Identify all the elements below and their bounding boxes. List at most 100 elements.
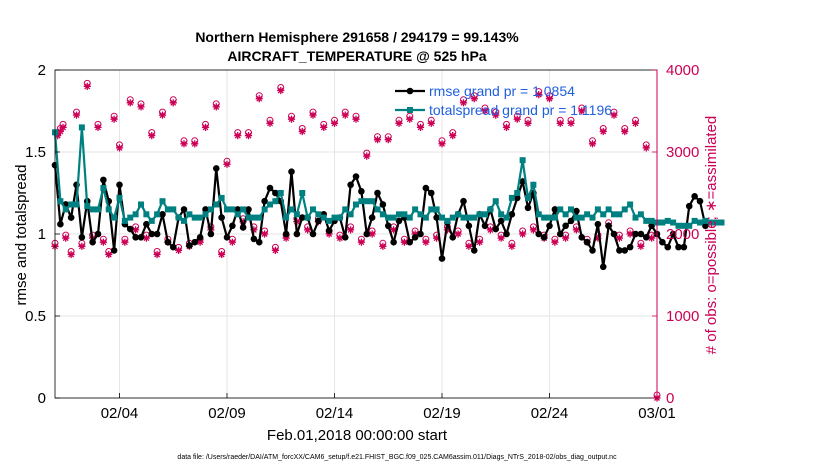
obs-assimilated-marker [588, 140, 597, 148]
obs-assimilated-marker [384, 136, 392, 144]
obs-assimilated-marker [67, 250, 75, 259]
obs-assimilated-marker [218, 250, 226, 259]
spread-point [315, 211, 322, 218]
x-axis-label: Feb.01,2018 00:00:00 start [267, 427, 448, 444]
rmse-point [675, 243, 682, 251]
rmse-point [229, 222, 236, 230]
rmse-point [626, 243, 634, 251]
rmse-point [562, 222, 569, 230]
obs-point [255, 92, 263, 103]
obs-assimilated-marker [599, 127, 607, 136]
rmse-point [610, 230, 618, 238]
rmse-point [288, 168, 295, 175]
spread-point [272, 198, 279, 205]
obs-assimilated-marker [449, 132, 457, 140]
obs-assimilated-marker [470, 95, 478, 103]
obs-assimilated-marker [578, 107, 586, 115]
obs-point [621, 125, 629, 136]
obs-assimilated-marker [529, 226, 537, 234]
obs-point [481, 104, 489, 115]
spread-point [100, 185, 107, 192]
spread-point [111, 214, 118, 221]
spread-point [138, 201, 144, 208]
obs-assimilated-marker [234, 132, 242, 140]
spread-point [648, 217, 655, 224]
spread-point [175, 214, 182, 221]
obs-point [357, 235, 365, 246]
rmse-point [293, 230, 301, 238]
spread-point [503, 214, 510, 221]
spread-point [707, 219, 714, 226]
rmse-point [395, 217, 403, 225]
spread-point [691, 217, 698, 224]
obs-assimilated-marker [422, 238, 430, 246]
rmse-point [680, 243, 688, 251]
rmse-point [551, 206, 559, 213]
obs-point [588, 137, 597, 148]
spread-point [584, 211, 591, 218]
obs-assimilated-marker [132, 226, 140, 234]
obs-assimilated-marker [535, 91, 543, 99]
obs-point [148, 129, 156, 140]
rmse-point [481, 222, 489, 230]
spread-point [159, 198, 166, 205]
spread-point [84, 203, 91, 210]
obs-assimilated-marker [223, 160, 231, 168]
rmse-point [642, 233, 650, 241]
spread-point [670, 219, 677, 226]
obs-point [83, 79, 91, 90]
obs-assimilated-marker [556, 119, 564, 127]
rmse-point [368, 214, 376, 221]
obs-point [121, 235, 129, 246]
rmse-point [696, 197, 704, 205]
obs-assimilated-marker [94, 123, 102, 131]
rmse-point [341, 233, 349, 241]
rmse-point [594, 220, 602, 228]
y-tick-label-left: 0 [38, 390, 46, 407]
obs-point [59, 120, 67, 131]
obs-point [556, 116, 564, 127]
obs-point [261, 227, 269, 238]
spread-point [358, 198, 365, 205]
obs-assimilated-marker [277, 86, 285, 95]
spread-point [562, 211, 569, 218]
rmse-point [352, 173, 360, 180]
x-tick-label: 02/14 [316, 405, 354, 422]
obs-point [218, 248, 226, 259]
obs-assimilated-marker [513, 115, 521, 123]
obs-assimilated-marker [459, 99, 468, 107]
rmse-point [315, 217, 322, 225]
obs-point [373, 133, 382, 144]
spread-point [132, 211, 139, 218]
spread-point [336, 214, 343, 221]
obs-point [395, 116, 403, 127]
obs-assimilated-marker [201, 123, 210, 131]
obs-assimilated-marker [261, 230, 269, 238]
obs-point [422, 235, 430, 246]
y-tick-label-right: 4000 [666, 62, 699, 79]
spread-point [460, 214, 467, 221]
obs-point [416, 120, 425, 131]
spread-point [121, 217, 128, 224]
rmse-point [540, 233, 548, 241]
rmse-point [261, 197, 268, 205]
obs-assimilated-marker [56, 127, 64, 136]
obs-assimilated-marker [524, 119, 532, 127]
obs-assimilated-marker [341, 111, 349, 119]
rmse-point [556, 230, 564, 238]
y-tick-label-left: 2 [38, 62, 46, 79]
spread-point [283, 214, 290, 221]
spread-point [428, 206, 435, 213]
obs-point [309, 108, 317, 119]
spread-point [148, 217, 155, 224]
chart-subtitle: AIRCRAFT_TEMPERATURE @ 525 hPa [227, 48, 486, 64]
rmse-point [132, 233, 139, 241]
obs-assimilated-marker [180, 140, 188, 148]
legend-entry-rmse: rmse grand pr = 1.0854 [429, 83, 575, 99]
obs-assimilated-marker [250, 226, 258, 234]
chart-title: Northern Hemisphere 291658 / 294179 = 99… [195, 29, 519, 45]
spread-point [578, 214, 585, 221]
spread-point [105, 206, 112, 213]
rmse-point [223, 233, 231, 241]
